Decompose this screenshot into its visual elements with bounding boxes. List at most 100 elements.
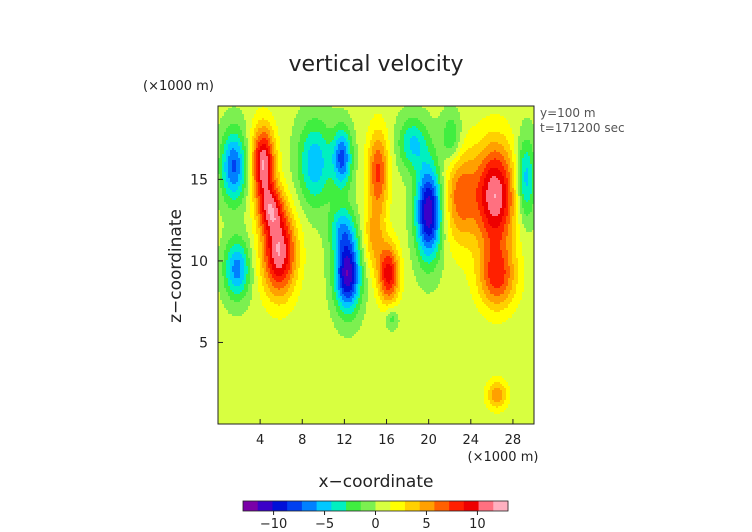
heatmap-cell xyxy=(310,164,312,166)
heatmap-cell xyxy=(236,158,238,160)
heatmap-cell xyxy=(314,164,316,166)
heatmap-cell xyxy=(480,126,482,128)
heatmap-cell xyxy=(410,164,412,166)
heatmap-cell xyxy=(266,144,268,146)
heatmap-cell xyxy=(504,154,506,156)
heatmap-cell xyxy=(514,160,516,162)
heatmap-cell xyxy=(514,126,516,128)
heatmap-cell xyxy=(488,142,490,144)
heatmap-cell xyxy=(528,116,530,118)
heatmap-cell xyxy=(424,142,426,144)
heatmap-cell xyxy=(228,158,230,160)
heatmap-cell xyxy=(434,126,436,128)
heatmap-cell xyxy=(412,150,414,152)
heatmap-cell xyxy=(424,134,426,136)
heatmap-cell xyxy=(454,144,456,146)
heatmap-cell xyxy=(386,138,388,140)
heatmap-cell xyxy=(352,158,354,160)
heatmap-cell xyxy=(234,156,236,158)
heatmap-cell xyxy=(424,140,426,142)
heatmap-cell xyxy=(432,162,434,164)
heatmap-cell xyxy=(316,110,318,112)
heatmap-cell xyxy=(390,148,392,150)
heatmap-cell xyxy=(330,126,332,128)
heatmap-cell xyxy=(250,150,252,152)
heatmap-cell xyxy=(352,120,354,122)
heatmap-cell xyxy=(230,156,232,158)
heatmap-cell xyxy=(402,108,404,110)
heatmap-cell xyxy=(234,162,236,164)
heatmap-cell xyxy=(506,112,508,114)
heatmap-cell xyxy=(348,110,350,112)
heatmap-cell xyxy=(396,110,398,112)
heatmap-cell xyxy=(436,154,438,156)
heatmap-cell xyxy=(240,144,242,146)
heatmap-cell xyxy=(480,128,482,130)
heatmap-cell xyxy=(530,110,532,112)
heatmap-cell xyxy=(274,140,276,142)
heatmap-cell xyxy=(398,154,400,156)
heatmap-cell xyxy=(248,110,250,112)
heatmap-cell xyxy=(430,166,432,168)
heatmap-cell xyxy=(260,116,262,118)
heatmap-cell xyxy=(408,122,410,124)
heatmap-cell xyxy=(374,168,376,170)
heatmap-cell xyxy=(376,112,378,114)
heatmap-cell xyxy=(262,114,264,116)
heatmap-cell xyxy=(244,148,246,150)
heatmap-cell xyxy=(334,164,336,166)
heatmap-cell xyxy=(348,140,350,142)
heatmap-cell xyxy=(492,134,494,136)
heatmap-cell xyxy=(462,108,464,110)
heatmap-cell xyxy=(296,158,298,160)
heatmap-cell xyxy=(366,166,368,168)
heatmap-cell xyxy=(470,162,472,164)
heatmap-cell xyxy=(398,122,400,124)
heatmap-cell xyxy=(236,132,238,134)
heatmap-cell xyxy=(406,162,408,164)
heatmap-cell xyxy=(454,136,456,138)
heatmap-cell xyxy=(486,144,488,146)
heatmap-cell xyxy=(268,108,270,110)
heatmap-cell xyxy=(432,122,434,124)
heatmap-cell xyxy=(368,112,370,114)
heatmap-cell xyxy=(352,122,354,124)
heatmap-cell xyxy=(366,142,368,144)
heatmap-cell xyxy=(452,124,454,126)
heatmap-cell xyxy=(424,136,426,138)
heatmap-cell xyxy=(332,112,334,114)
heatmap-cell xyxy=(480,134,482,136)
heatmap-cell xyxy=(484,116,486,118)
heatmap-cell xyxy=(252,132,254,134)
heatmap-cell xyxy=(476,134,478,136)
heatmap-cell xyxy=(366,120,368,122)
heatmap-cell xyxy=(228,136,230,138)
heatmap-cell xyxy=(280,112,282,114)
heatmap-cell xyxy=(456,126,458,128)
heatmap-cell xyxy=(228,110,230,112)
heatmap-cell xyxy=(376,138,378,140)
heatmap-cell xyxy=(256,130,258,132)
heatmap-cell xyxy=(248,162,250,164)
heatmap-cell xyxy=(520,136,522,138)
heatmap-cell xyxy=(380,134,382,136)
heatmap-cell xyxy=(266,128,268,130)
heatmap-cell xyxy=(230,140,232,142)
heatmap-cell xyxy=(266,162,268,164)
heatmap-cell xyxy=(502,140,504,142)
heatmap-cell xyxy=(416,136,418,138)
heatmap-cell xyxy=(498,156,500,158)
heatmap-cell xyxy=(228,162,230,164)
heatmap-cell xyxy=(460,148,462,150)
heatmap-cell xyxy=(318,126,320,128)
heatmap-cell xyxy=(444,140,446,142)
heatmap-cell xyxy=(526,120,528,122)
heatmap-cell xyxy=(280,162,282,164)
heatmap-cell xyxy=(446,142,448,144)
heatmap-cell xyxy=(462,126,464,128)
heatmap-cell xyxy=(412,134,414,136)
heatmap-cell xyxy=(460,128,462,130)
heatmap-cell xyxy=(328,152,330,154)
heatmap-cell xyxy=(428,112,430,114)
heatmap-cell xyxy=(478,162,480,164)
